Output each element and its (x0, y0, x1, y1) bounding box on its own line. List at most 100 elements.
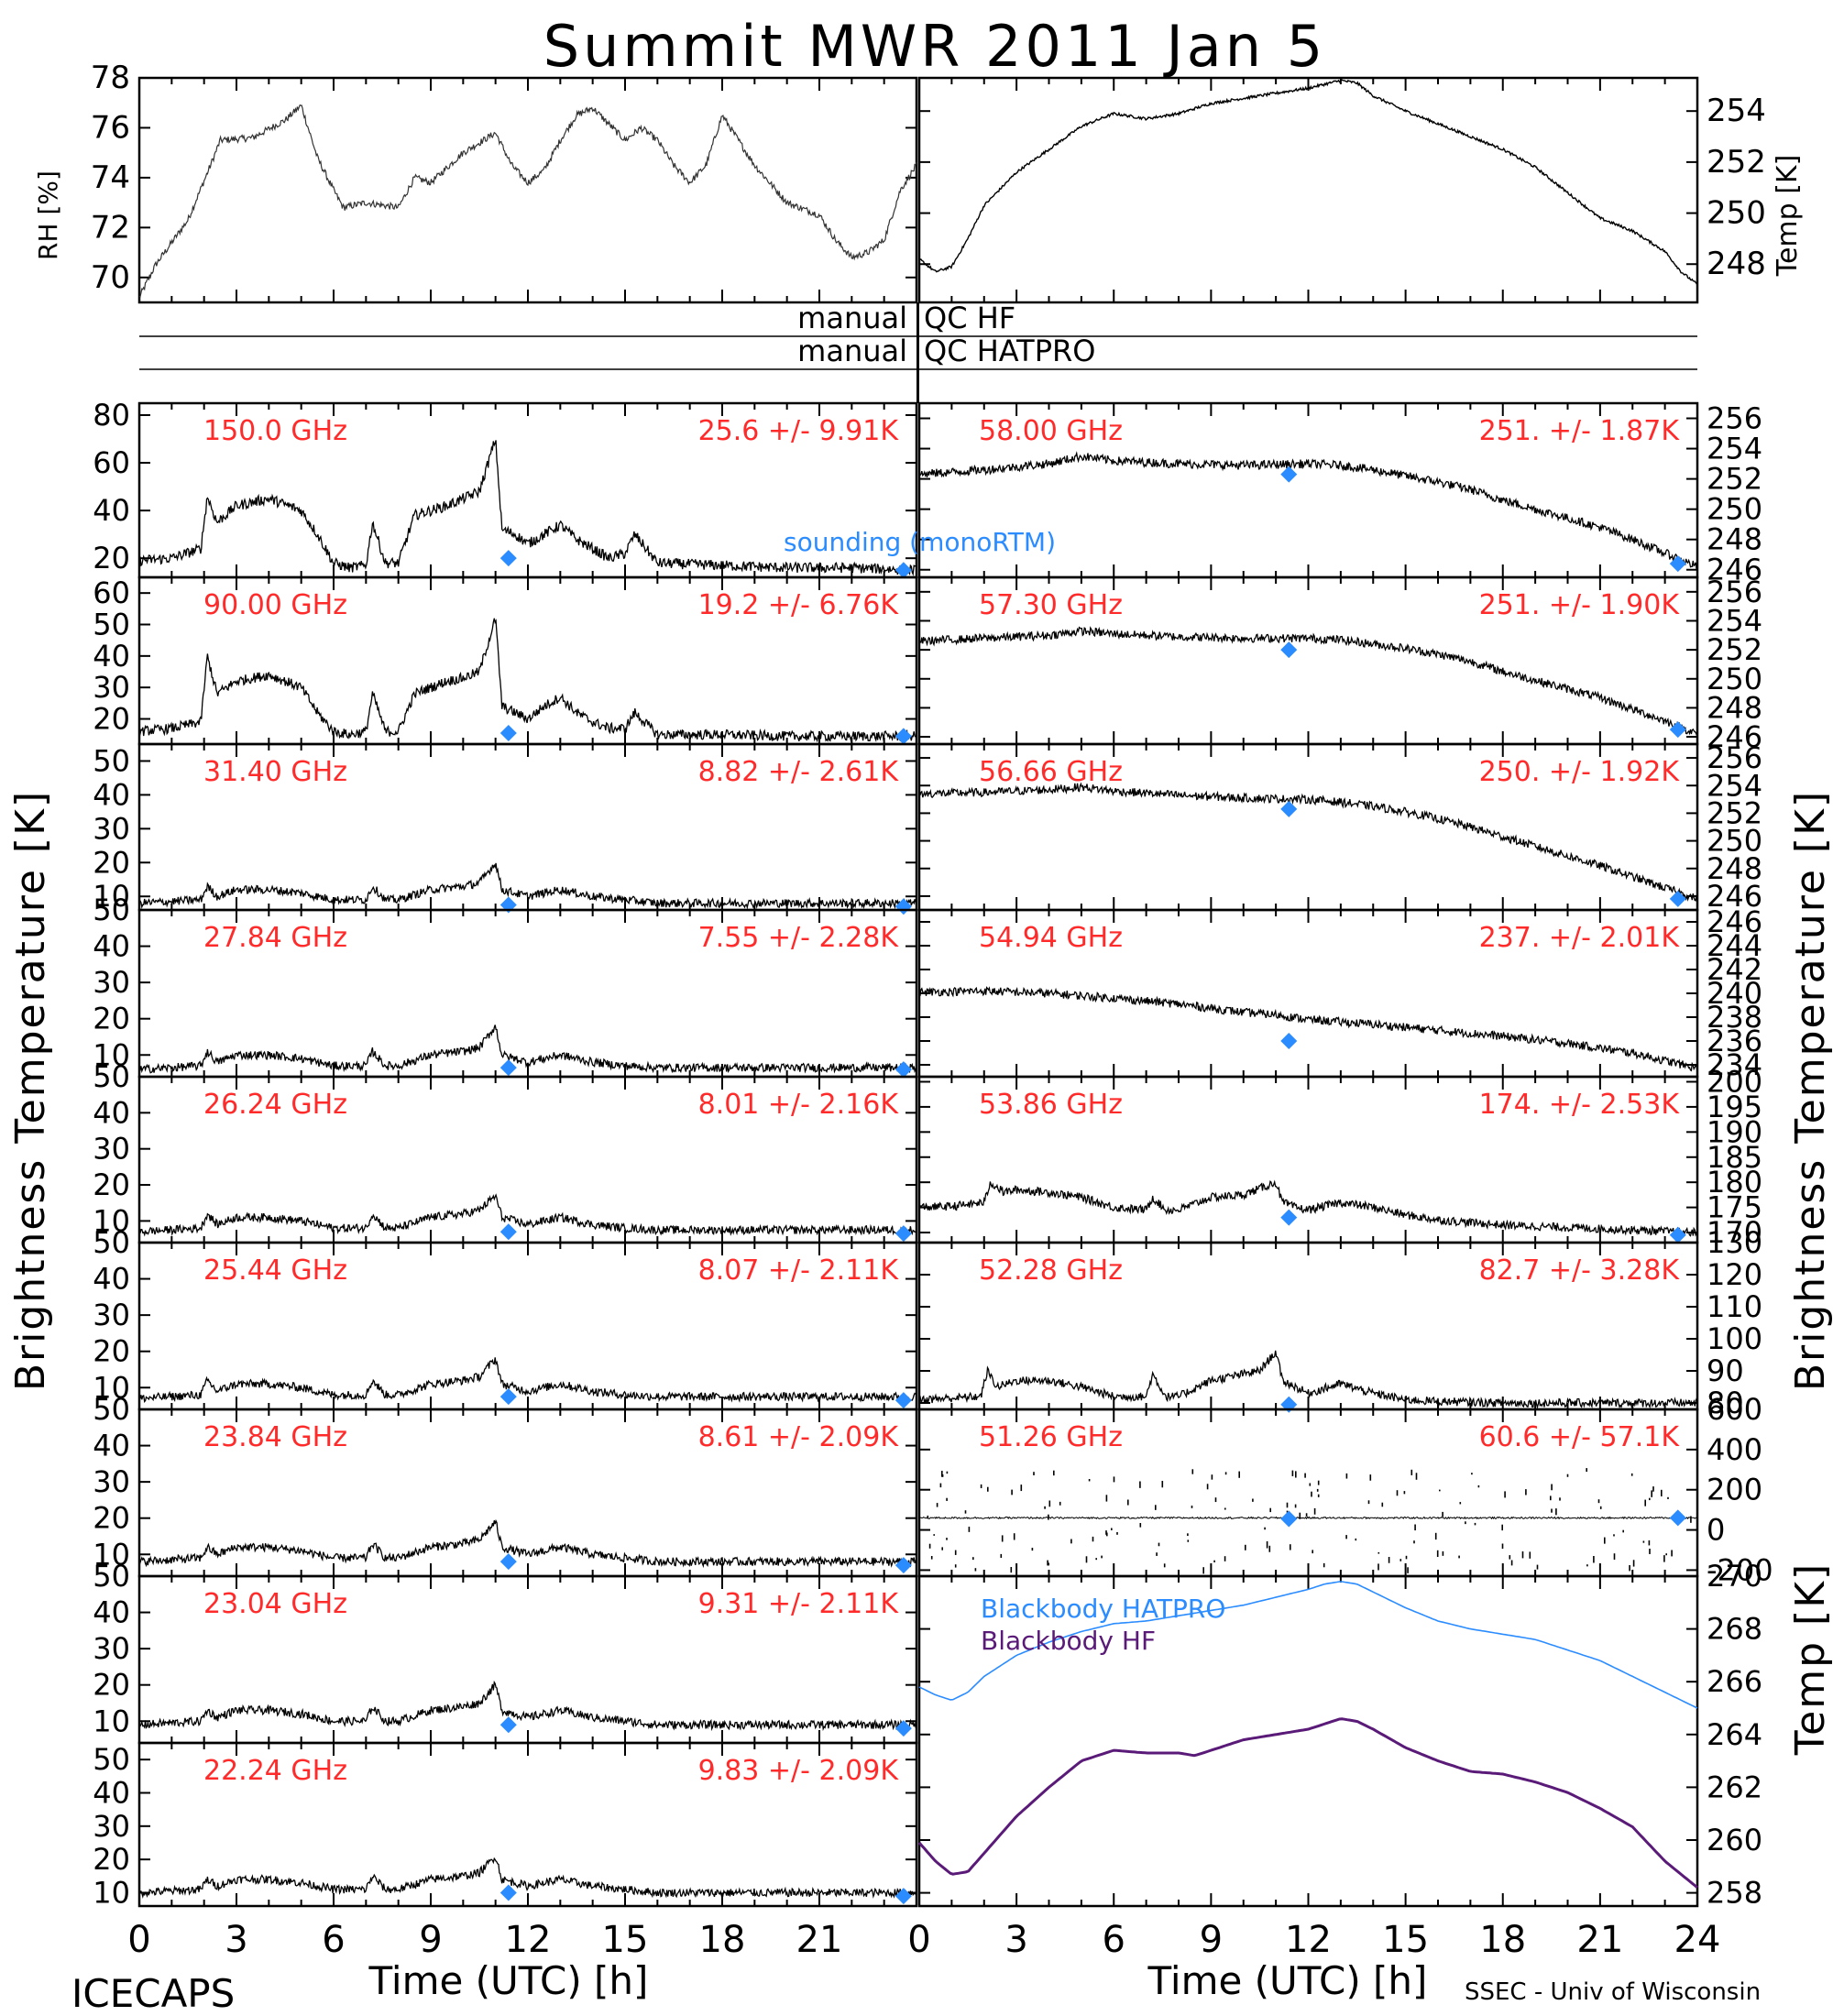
right-panel-7-outlier-dot (1536, 1564, 1539, 1570)
right-panel-7-outlier-dot (1291, 1470, 1294, 1476)
right-panel-6-ytick-label: 120 (1707, 1257, 1762, 1292)
right-panel-5-ytick-label: 190 (1707, 1114, 1762, 1149)
right-panel-7-outlier-dot (1309, 1483, 1312, 1486)
right-panel-7-outlier-dot (1191, 1469, 1194, 1474)
left-panel-1-sounding-marker (895, 562, 912, 579)
left-panel-7-ytick-label: 10 (93, 1537, 130, 1572)
right-panel-7-outlier-dot (939, 1483, 942, 1488)
temp-panel-ytick-label: 250 (1707, 195, 1766, 232)
left-panel-4-series-line (138, 1024, 917, 1074)
right-panel-7-outlier-dot (1632, 1560, 1635, 1567)
right-panel-7-outlier-dot (1458, 1555, 1460, 1559)
right-panel-7-outlier-dot (1671, 1550, 1673, 1557)
right-panel-7-outlier-dot (1649, 1549, 1651, 1554)
right-panel-7-outlier-dot (1509, 1555, 1511, 1560)
right-panel-7-outlier-dot (1648, 1540, 1651, 1546)
right-panel-7-outlier-dot (1459, 1502, 1462, 1505)
right-panel-7-frequency-label: 51.26 GHz (979, 1421, 1123, 1453)
right-panel-7-outlier-dot (1116, 1532, 1118, 1535)
right-panel-1-ytick-label: 246 (1707, 553, 1762, 587)
left-brightness-axis-title: Brightness Temperature [K] (7, 790, 54, 1391)
right-panel-7-outlier-dot (1316, 1488, 1319, 1492)
left-panel-6-ytick-label: 50 (93, 1225, 130, 1260)
right-panel-8-ytick-label: 258 (1707, 1876, 1762, 1911)
right-panel-7-outlier-dot (1415, 1473, 1418, 1480)
right-panel-7-outlier-dot (1305, 1513, 1308, 1517)
left-panel-9-ytick-label: 20 (93, 1842, 130, 1877)
left-panel-2-frequency-label: 90.00 GHz (203, 589, 347, 621)
rh-axis-title: RH [%] (33, 170, 63, 260)
x-tick-label-right: 9 (1200, 1919, 1223, 1961)
right-panel-4-ytick-label: 236 (1707, 1024, 1762, 1058)
right-panel-4-ytick-label: 246 (1707, 904, 1762, 939)
left-panel-5-ytick-label: 20 (93, 1167, 130, 1202)
right-panel-7-outlier-dot (1161, 1481, 1164, 1488)
right-panel-6-stats-label: 82.7 +/- 3.28K (1479, 1255, 1681, 1287)
left-panel-5-ytick-label: 40 (93, 1095, 130, 1130)
right-panel-7-outlier-dot (1047, 1560, 1048, 1566)
right-panel-7-outlier-dot (1214, 1497, 1217, 1503)
left-panel-2-sounding-marker (499, 724, 517, 741)
qc-hf-right: QC HF (924, 301, 1015, 335)
qc-strip: manual QC HF manual QC HATPRO (139, 301, 1697, 370)
left-panel-4-ytick-label: 10 (93, 1037, 130, 1072)
rh-panel-ytick-label: 76 (91, 109, 130, 146)
left-panel-8-ytick-label: 30 (93, 1631, 130, 1666)
right-panel-7-outlier-dot (1264, 1527, 1266, 1530)
right-panel-7-outlier-dot (1020, 1485, 1023, 1492)
left-panel-8-series-line (138, 1680, 917, 1732)
right-panel-7-outlier-dot (1667, 1496, 1669, 1499)
right-panel-8-series-hatpro (918, 1581, 1698, 1709)
right-brightness-axis-title: Brightness Temperature [K] (1787, 790, 1833, 1391)
right-panel-3-ytick-label: 254 (1707, 768, 1762, 803)
left-panel-6-ytick-label: 40 (93, 1262, 130, 1297)
left-panel-6-stats-label: 8.07 +/- 2.11K (698, 1255, 900, 1287)
x-tick-label-left: 18 (699, 1919, 746, 1961)
right-panel-7-outlier-dot (1111, 1528, 1113, 1530)
right-panel-1-series-line (918, 451, 1698, 570)
left-panel-9-sounding-marker (499, 1884, 517, 1901)
right-panel-7-outlier-dot (1048, 1514, 1049, 1520)
right-panel-7-outlier-dot (1139, 1523, 1142, 1528)
right-panel-4-stats-label: 237. +/- 2.01K (1479, 922, 1681, 954)
right-panel-6-series-line (918, 1350, 1698, 1409)
left-panel-5-frequency-label: 26.24 GHz (203, 1089, 347, 1121)
right-panel-7-outlier-dot (1213, 1560, 1215, 1562)
left-panel-4-sounding-marker (499, 1059, 517, 1077)
right-panel-7-outlier-dot (980, 1484, 982, 1489)
footer-ssec: SSEC - Univ of Wisconsin (1465, 1978, 1761, 2006)
left-panel-1-ytick-label: 80 (93, 398, 130, 433)
temp-axis-title: Temp [K] (1772, 155, 1804, 278)
right-panel-5-stats-label: 174. +/- 2.53K (1479, 1089, 1681, 1121)
x-tick-label-left: 0 (127, 1919, 150, 1961)
left-panel-5-sounding-marker (895, 1225, 912, 1243)
right-panel-7-outlier-dot (1586, 1564, 1588, 1567)
right-panel-7-outlier-dot (946, 1471, 949, 1474)
left-panel-1-series-line (138, 440, 917, 576)
right-panel-7-outlier-dot (1101, 1555, 1103, 1559)
right-panel-5-sounding-marker (1280, 1209, 1298, 1226)
right-panel-8-ytick-label: 270 (1707, 1559, 1762, 1594)
right-panel-7-outlier-dot (1317, 1480, 1320, 1485)
right-panel-7-outlier-dot (1245, 1544, 1246, 1550)
qc-hf-left: manual (797, 301, 907, 335)
x-tick-label-right: 12 (1285, 1919, 1332, 1961)
right-panel-3-ytick-label: 252 (1707, 795, 1762, 830)
right-panel-1-sounding-marker (1669, 555, 1686, 573)
right-panel-3-ytick-label: 246 (1707, 879, 1762, 914)
right-panel-7-outlier-dot (1630, 1473, 1633, 1476)
right-panel-7-outlier-dot (1031, 1548, 1034, 1551)
rh-series-line (138, 104, 917, 299)
right-panel-8-ytick-label: 268 (1707, 1612, 1762, 1647)
right-panel-7-outlier-dot (1105, 1495, 1108, 1502)
x-tick-label-right: 15 (1382, 1919, 1429, 1961)
right-panel-7-outlier-dot (1410, 1469, 1413, 1475)
right-panel-7-outlier-dot (1613, 1553, 1616, 1560)
left-panel-8-sounding-marker (895, 1720, 912, 1737)
right-panel-7-outlier-dot (1158, 1542, 1160, 1547)
right-panel-6-ytick-label: 90 (1707, 1353, 1744, 1388)
left-panel-8-ytick-label: 50 (93, 1559, 130, 1594)
left-panel-5-ytick-label: 50 (93, 1059, 130, 1094)
right-panel-4-ytick-label: 234 (1707, 1047, 1762, 1082)
